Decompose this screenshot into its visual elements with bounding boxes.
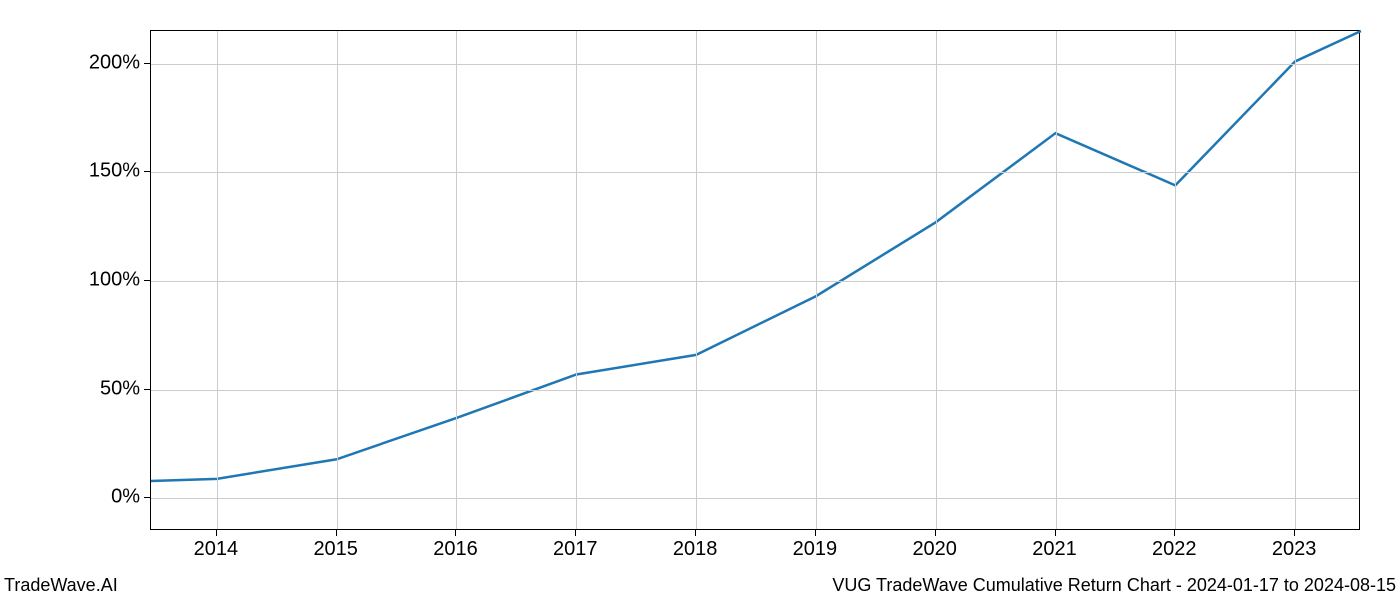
grid-line-vertical xyxy=(816,31,817,529)
grid-line-horizontal xyxy=(151,64,1359,65)
x-tick-mark xyxy=(1055,530,1056,536)
x-tick-mark xyxy=(575,530,576,536)
grid-line-vertical xyxy=(936,31,937,529)
x-tick-mark xyxy=(455,530,456,536)
x-tick-label: 2018 xyxy=(673,538,718,561)
x-tick-label: 2020 xyxy=(912,538,957,561)
x-tick-label: 2023 xyxy=(1272,538,1317,561)
x-tick-mark xyxy=(695,530,696,536)
x-tick-label: 2021 xyxy=(1032,538,1077,561)
grid-line-horizontal xyxy=(151,172,1359,173)
x-tick-mark xyxy=(1294,530,1295,536)
y-tick-mark xyxy=(144,497,150,498)
cumulative-return-line xyxy=(151,31,1361,481)
y-tick-mark xyxy=(144,389,150,390)
x-tick-label: 2014 xyxy=(194,538,239,561)
y-tick-mark xyxy=(144,63,150,64)
grid-line-horizontal xyxy=(151,498,1359,499)
grid-line-vertical xyxy=(1295,31,1296,529)
x-tick-mark xyxy=(815,530,816,536)
y-tick-label: 200% xyxy=(89,51,140,74)
grid-line-vertical xyxy=(1175,31,1176,529)
y-tick-label: 50% xyxy=(100,377,140,400)
grid-line-horizontal xyxy=(151,281,1359,282)
grid-line-horizontal xyxy=(151,390,1359,391)
y-tick-label: 0% xyxy=(111,486,140,509)
x-tick-label: 2022 xyxy=(1152,538,1197,561)
x-tick-label: 2015 xyxy=(313,538,358,561)
y-tick-label: 150% xyxy=(89,160,140,183)
x-tick-mark xyxy=(216,530,217,536)
x-tick-mark xyxy=(935,530,936,536)
footer-brand: TradeWave.AI xyxy=(4,575,118,596)
chart-container: TradeWave.AI VUG TradeWave Cumulative Re… xyxy=(0,0,1400,600)
plot-area xyxy=(150,30,1360,530)
y-tick-label: 100% xyxy=(89,269,140,292)
x-tick-label: 2017 xyxy=(553,538,598,561)
footer-caption: VUG TradeWave Cumulative Return Chart - … xyxy=(832,575,1396,596)
x-tick-label: 2019 xyxy=(793,538,838,561)
grid-line-vertical xyxy=(576,31,577,529)
grid-line-vertical xyxy=(217,31,218,529)
grid-line-vertical xyxy=(337,31,338,529)
y-tick-mark xyxy=(144,280,150,281)
x-tick-mark xyxy=(336,530,337,536)
grid-line-vertical xyxy=(456,31,457,529)
grid-line-vertical xyxy=(696,31,697,529)
y-tick-mark xyxy=(144,171,150,172)
x-tick-mark xyxy=(1174,530,1175,536)
grid-line-vertical xyxy=(1056,31,1057,529)
x-tick-label: 2016 xyxy=(433,538,478,561)
